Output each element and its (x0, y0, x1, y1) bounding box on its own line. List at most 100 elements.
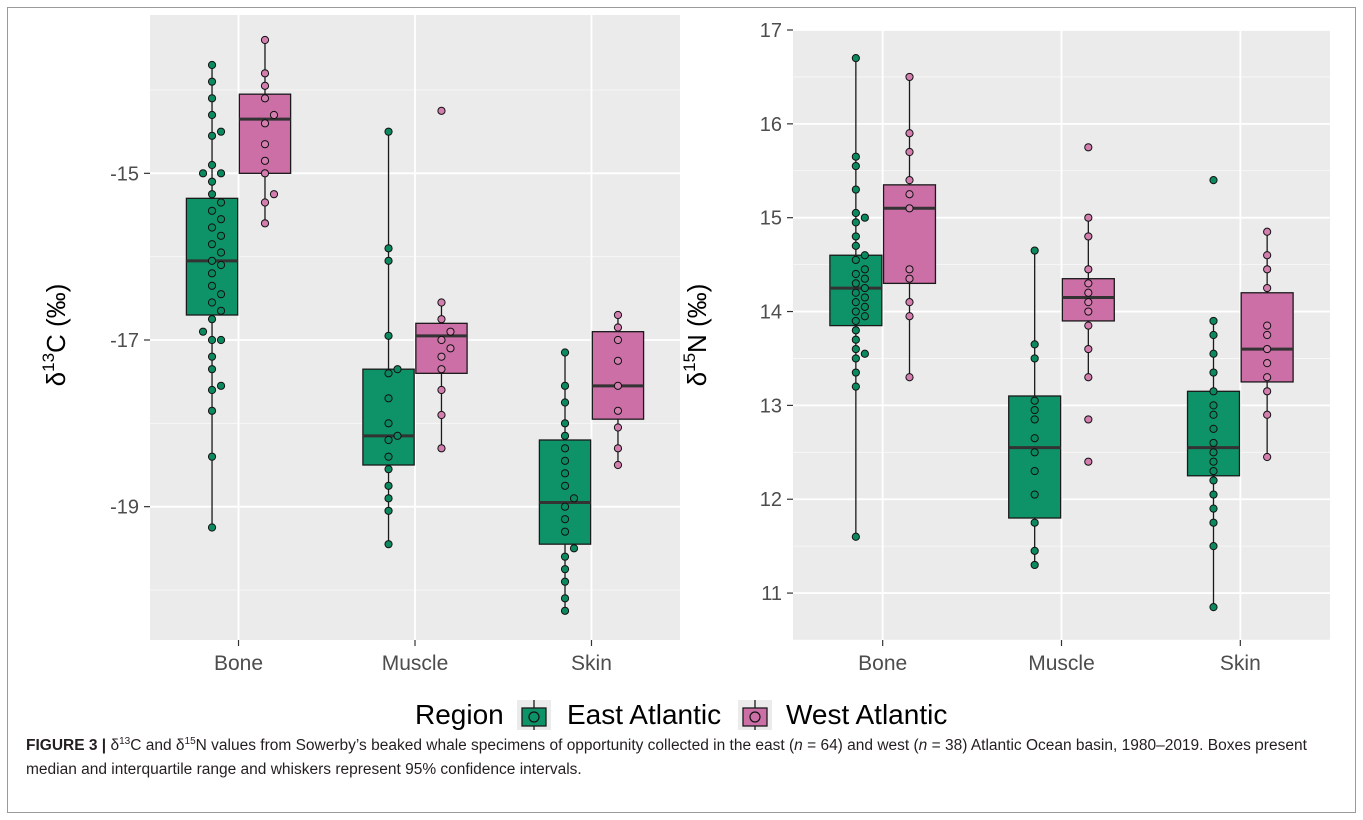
data-point (198, 327, 208, 336)
data-point (860, 293, 869, 302)
data-point (207, 335, 217, 345)
data-point (384, 127, 393, 136)
iqr-box (415, 322, 468, 374)
caption-c-text: C and (130, 737, 176, 754)
data-point (851, 269, 860, 279)
caption-eq1: = 64) and west ( (802, 737, 919, 754)
data-point (207, 385, 217, 395)
data-point (207, 190, 217, 199)
data-point (216, 248, 226, 257)
data-point (207, 523, 217, 532)
data-point (560, 348, 570, 357)
data-point (1263, 265, 1272, 274)
data-point (851, 54, 860, 63)
data-point (446, 344, 455, 353)
legend-key-west (738, 700, 772, 730)
legend: Region East Atlantic West Atlantic (415, 699, 947, 730)
data-point (851, 279, 860, 288)
data-point (613, 356, 623, 365)
data-point (207, 223, 217, 232)
y-tick-label: 11 (761, 583, 782, 605)
box-east-bone (829, 54, 883, 541)
data-point (1030, 518, 1039, 527)
data-point (260, 81, 270, 90)
data-point (560, 431, 570, 440)
data-point (860, 251, 869, 260)
data-point (216, 198, 226, 207)
data-point (1209, 476, 1218, 485)
data-point (269, 190, 279, 199)
data-point (560, 527, 570, 536)
data-point (860, 349, 869, 358)
data-point (1030, 396, 1039, 405)
data-point (613, 335, 623, 345)
iqr-box (591, 331, 645, 420)
y-tick-label: 13 (760, 395, 782, 417)
data-point (560, 381, 570, 390)
data-point (1084, 213, 1093, 222)
data-point (207, 256, 217, 265)
data-point (1209, 401, 1218, 410)
data-point (905, 204, 914, 213)
data-point (1209, 349, 1218, 358)
data-point (384, 244, 393, 253)
data-point (1209, 438, 1218, 448)
data-point (851, 241, 860, 250)
legend-label: West Atlantic (786, 699, 947, 730)
y-tick-label: 17 (760, 20, 782, 42)
y-axis-label-sup: 13 (39, 353, 58, 372)
data-point (1209, 330, 1218, 340)
caption-n2: n (918, 737, 928, 754)
data-point (1209, 448, 1218, 457)
data-point (613, 406, 623, 415)
data-point (1030, 340, 1039, 349)
data-point (216, 306, 226, 315)
data-point (207, 110, 217, 120)
data-point (260, 169, 270, 178)
y-tick-label: 12 (760, 489, 782, 511)
y-tick-label: -19 (110, 497, 139, 519)
y-axis-label-delta: δ (682, 372, 712, 386)
data-point (851, 288, 860, 297)
data-point (1209, 176, 1218, 185)
data-point (560, 502, 570, 511)
data-point (207, 60, 217, 70)
data-point (613, 310, 623, 320)
data-point (851, 382, 860, 391)
data-point (384, 540, 393, 549)
box-east-bone (185, 60, 239, 532)
box-east-muscle (1008, 246, 1062, 570)
data-point (384, 465, 393, 474)
data-point (207, 94, 217, 103)
data-point (384, 256, 393, 265)
data-point (384, 394, 393, 403)
data-point (1030, 490, 1039, 499)
data-point (560, 565, 570, 574)
data-point (1030, 354, 1039, 363)
iqr-box (185, 197, 239, 316)
data-point (1209, 542, 1218, 551)
data-point (260, 35, 270, 45)
data-point (437, 352, 446, 361)
data-point (216, 231, 226, 240)
box-west-skin (591, 310, 645, 470)
data-point (437, 444, 446, 453)
data-point (560, 481, 570, 490)
data-point (851, 161, 860, 171)
data-point (851, 307, 860, 316)
data-point (269, 110, 279, 120)
data-point (1209, 424, 1218, 433)
data-point (851, 218, 860, 227)
data-point (393, 431, 402, 440)
data-point (1209, 504, 1218, 513)
panel-d13c: -19 -17 -15 Bone Muscle Skin δ13C (‰) (39, 15, 680, 675)
data-point (905, 190, 914, 199)
data-point (384, 506, 393, 515)
data-point (860, 302, 869, 311)
data-point (613, 323, 623, 332)
data-point (1030, 560, 1039, 570)
data-point (851, 208, 860, 218)
data-point (216, 335, 226, 345)
data-point (260, 94, 270, 103)
